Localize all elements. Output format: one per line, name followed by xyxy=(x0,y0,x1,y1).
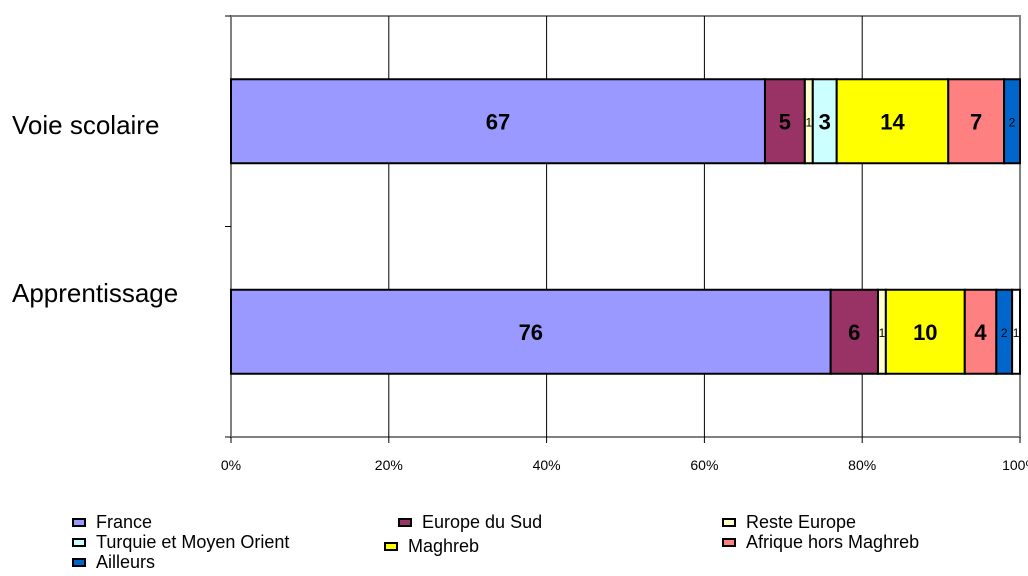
data-label: 76 xyxy=(519,320,543,345)
legend-swatch-maghreb xyxy=(384,542,398,551)
legend-item-france: France xyxy=(72,512,152,533)
bar-segment xyxy=(1011,288,1021,375)
data-label: 3 xyxy=(819,109,831,134)
data-label: 4 xyxy=(974,320,987,345)
data-label: 1 xyxy=(1013,326,1020,340)
legend-label: Turquie et Moyen Orient xyxy=(96,532,290,552)
bar-segment xyxy=(1003,78,1022,165)
legend-swatch-afrique-hors-maghreb xyxy=(722,538,736,547)
legend-item-reste-europe: Reste Europe xyxy=(722,512,856,533)
bar-segment xyxy=(884,288,966,375)
x-tick-label: 80% xyxy=(848,457,876,473)
category-label: Voie scolaire xyxy=(12,110,159,140)
legend-item-europe-du-sud: Europe du Sud xyxy=(398,512,542,533)
data-label: 7 xyxy=(970,109,982,134)
data-label: 5 xyxy=(779,109,791,134)
legend-label: Europe du Sud xyxy=(422,512,543,532)
category-labels: Voie scolaire Apprentissage xyxy=(12,110,178,308)
bar-segment xyxy=(829,288,879,375)
axes: 0% 20% 40% 60% 80% 100% xyxy=(221,15,1028,473)
data-label: 1 xyxy=(805,115,812,129)
data-label: 2 xyxy=(1009,115,1016,129)
legend-swatch-reste-europe xyxy=(722,518,736,527)
legend-swatch-europe-du-sud xyxy=(398,518,412,527)
legend: France Europe du Sud Reste Europe Turqui… xyxy=(72,512,1012,574)
bar-segment xyxy=(230,288,832,375)
x-tick-label: 20% xyxy=(375,457,403,473)
legend-label: Afrique hors Maghreb xyxy=(746,532,920,552)
legend-item-afrique-hors-maghreb: Afrique hors Maghreb xyxy=(722,532,919,553)
x-tick-label: 0% xyxy=(221,457,241,473)
x-tick-label: 100% xyxy=(1002,457,1028,473)
bar-segment xyxy=(763,78,806,165)
data-label: 1 xyxy=(879,326,886,340)
bar-segment xyxy=(947,78,1006,165)
legend-label: Reste Europe xyxy=(746,512,857,532)
legend-swatch-turquie-moyen-orient xyxy=(72,538,86,547)
legend-label: Ailleurs xyxy=(96,552,156,572)
x-tick-label: 60% xyxy=(690,457,718,473)
legend-item-turquie-moyen-orient: Turquie et Moyen Orient xyxy=(72,532,289,553)
legend-swatch-france xyxy=(72,518,86,527)
legend-label: France xyxy=(96,512,153,532)
data-label: 14 xyxy=(880,109,905,134)
bar-segment xyxy=(963,288,998,375)
data-label: 67 xyxy=(486,109,510,134)
legend-label: Maghreb xyxy=(408,536,480,556)
data-label: 10 xyxy=(913,320,937,345)
data-label: 6 xyxy=(848,320,860,345)
legend-swatch-ailleurs xyxy=(72,558,86,567)
data-label: 2 xyxy=(1001,326,1008,340)
bar-segment xyxy=(835,78,950,165)
x-tick-label: 40% xyxy=(533,457,561,473)
legend-item-maghreb: Maghreb xyxy=(384,536,479,557)
legend-item-ailleurs: Ailleurs xyxy=(72,552,155,573)
category-label: Apprentissage xyxy=(12,278,178,308)
bars: 67 5 1 3 14 7 276 6 1 10 4 2 1 xyxy=(230,78,1022,375)
bar-segment xyxy=(230,78,766,165)
